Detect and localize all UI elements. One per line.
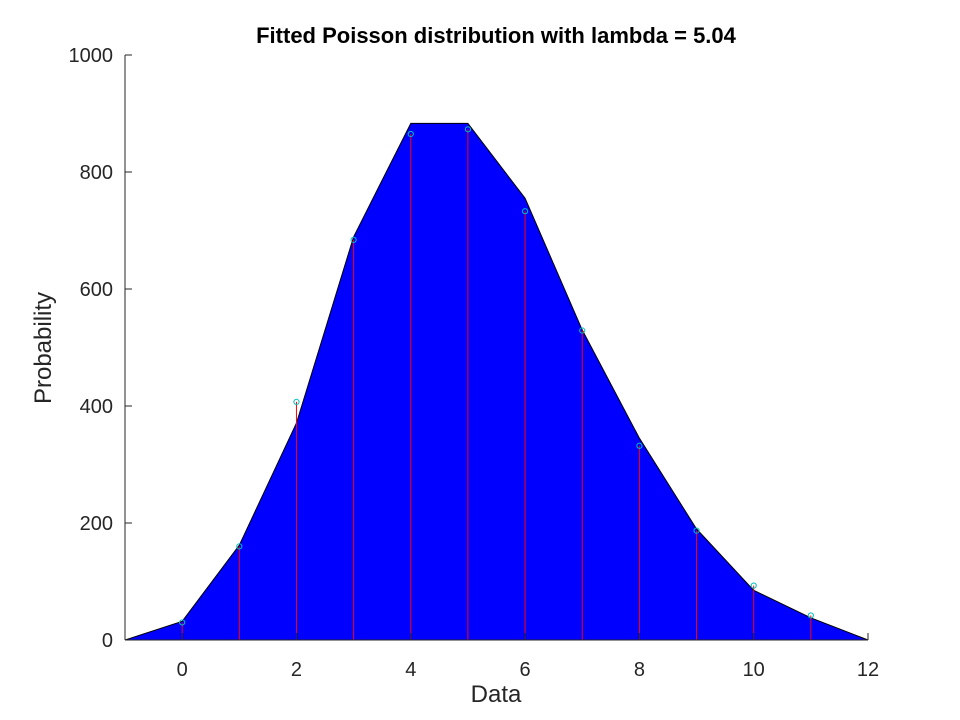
stem-marker-7 (579, 327, 586, 334)
x-axis-title: Data (471, 681, 522, 708)
y-tick-label-800: 800 (80, 162, 113, 184)
stem-marker-5 (464, 126, 472, 133)
stem-marker-1 (236, 543, 243, 550)
tick-layer: 0 200 400 600 800 1000 0 2 4 6 8 10 12 (69, 45, 880, 681)
stem-marker-8 (636, 442, 643, 449)
stem-layer (179, 126, 814, 640)
stem-marker-3 (350, 236, 357, 243)
stem-marker-9 (693, 527, 700, 534)
chart-title: Fitted Poisson distribution with lambda … (256, 23, 737, 48)
y-tick-label-200: 200 (80, 513, 113, 535)
stem-marker-4 (407, 130, 414, 138)
x-tick-label-12: 12 (857, 659, 879, 681)
stem-marker-2 (293, 398, 300, 406)
area-layer (124, 122, 869, 641)
stem-marker-6 (521, 208, 529, 215)
area-fill (124, 122, 869, 641)
y-axis-title: Probability (30, 292, 57, 404)
stem-marker-0 (179, 619, 186, 626)
x-tick-label-4: 4 (405, 659, 416, 681)
y-tick-label-1000: 1000 (69, 45, 114, 67)
x-tick-label-8: 8 (634, 659, 645, 681)
y-tick-label-600: 600 (80, 279, 113, 301)
x-tick-label-2: 2 (291, 659, 302, 681)
x-tick-label-0: 0 (177, 659, 188, 681)
stem-marker-10 (750, 582, 757, 589)
stem-marker-11 (807, 612, 814, 619)
axes-layer (124, 55, 868, 641)
y-tick-label-0: 0 (102, 630, 113, 652)
x-tick-label-10: 10 (743, 659, 765, 681)
y-tick-label-400: 400 (80, 396, 113, 418)
x-tick-label-6: 6 (520, 659, 531, 681)
